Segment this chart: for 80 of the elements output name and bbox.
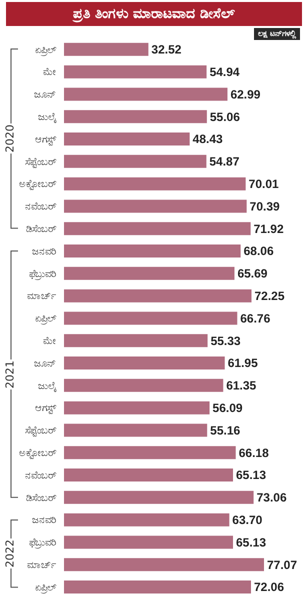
bar <box>64 378 224 392</box>
data-label: 66.76 <box>240 311 271 326</box>
data-label: 62.99 <box>230 87 261 102</box>
bar <box>64 468 234 482</box>
y-tick-label: ಡಿಸೆಂಬರ್ <box>26 224 57 235</box>
bar <box>64 200 247 213</box>
y-tick-label: ಫೆಬ್ರುವರಿ <box>29 268 56 280</box>
y-tick-label: ಸೆಪ್ಟೆಂಬರ್ <box>25 156 57 168</box>
bar <box>64 88 228 101</box>
data-label: 32.52 <box>151 42 182 57</box>
data-label: 55.33 <box>210 334 241 348</box>
y-tick-label: ನವೆಂಬರ್ <box>25 470 57 482</box>
y-tick-label: ಜುಲೈ <box>38 380 57 392</box>
text: 2021 <box>4 359 16 389</box>
y-tick-label: ಡಿಸೆಂಬರ್ <box>26 492 57 504</box>
bar <box>64 356 225 370</box>
data-label: 73.06 <box>256 490 287 505</box>
data-label: 65.13 <box>236 535 266 550</box>
data-label: 70.39 <box>250 199 280 214</box>
y-tick-label: ಆಗಸ್ಟ್ <box>35 134 57 146</box>
y-tick-label: ಮೇ <box>43 67 56 78</box>
bar <box>64 513 230 526</box>
y-tick-label: ಅಕ್ಟೋಬರ್ <box>19 448 57 459</box>
data-label: 71.92 <box>254 222 284 236</box>
y-tick-label: ನವೆಂಬರ್ <box>25 202 57 213</box>
data-label: 63.70 <box>232 513 263 528</box>
data-label: 72.25 <box>254 289 285 304</box>
bar <box>64 401 210 414</box>
bar <box>64 334 208 348</box>
y-tick-label: ಜೂನ್ <box>34 358 56 370</box>
bar <box>64 580 251 594</box>
y-tick-label: ಮಾರ್ಚ್ <box>27 291 56 302</box>
data-label: 48.43 <box>192 132 224 146</box>
data-label: 65.69 <box>237 266 268 281</box>
y-tick-label: ಆಗಸ್ಟ್ <box>35 403 57 414</box>
data-label: 61.95 <box>228 356 258 370</box>
y-tick-label: ಮೇ <box>43 336 56 347</box>
data-label: 54.87 <box>209 154 240 169</box>
bar <box>64 490 254 504</box>
chart-title: ಪ್ರತಿ ತಿಂಗಳು ಮಾರಾಟವಾದ ಡೀಸೆಲ್ <box>6 2 302 26</box>
y-tick-label: ಏಪ್ರಿಲ್ <box>35 44 57 56</box>
y-tick-label: ಏಪ್ರಿಲ್ <box>35 582 57 594</box>
data-label: 61.35 <box>226 378 257 393</box>
text: 2020 <box>4 124 16 154</box>
data-label: 70.01 <box>248 177 280 192</box>
data-label: 77.07 <box>267 558 298 572</box>
data-label: 55.16 <box>210 423 240 438</box>
bar <box>64 110 207 124</box>
data-label: 66.18 <box>238 446 270 460</box>
y-tick-label: ಜೂನ್ <box>34 90 56 101</box>
bar <box>64 154 206 168</box>
data-label: 54.94 <box>210 65 240 80</box>
y-tick-label: ಏಪ್ರಿಲ್ <box>35 314 57 325</box>
bar <box>64 558 264 572</box>
data-label: 65.13 <box>236 468 266 482</box>
data-label: 68.06 <box>244 244 274 258</box>
bar <box>64 65 207 78</box>
text: 2022 <box>4 538 16 568</box>
y-tick-label: ಮಾರ್ಚ್ <box>27 560 56 571</box>
y-tick-label: ಜುಲೈ <box>38 112 57 123</box>
y-tick-label: ಜನವರಿ <box>32 515 56 526</box>
bar <box>64 446 236 460</box>
y-tick-label: ಅಕ್ಟೋಬರ್ <box>19 179 57 190</box>
chart-subtitle: ಲಕ್ಷ ಟನ್‌ಗಳಲ್ಲಿ <box>254 28 300 40</box>
bar <box>64 222 251 236</box>
y-tick-label: ಜನವರಿ <box>32 246 56 258</box>
y-tick-label: ಸೆಪ್ಟೆಂಬರ್ <box>25 426 57 437</box>
bar <box>64 266 234 280</box>
bar <box>64 424 208 437</box>
bar <box>64 536 234 549</box>
bar <box>64 132 190 146</box>
bar <box>64 312 238 325</box>
data-label: 72.06 <box>254 580 284 594</box>
data-label: 55.06 <box>210 110 240 124</box>
bar <box>64 42 148 56</box>
bar <box>64 244 241 258</box>
data-label: 56.09 <box>212 401 243 416</box>
y-tick-label: ಫೆಬ್ರುವರಿ <box>29 538 56 549</box>
bar <box>64 177 246 190</box>
bar <box>64 289 252 302</box>
